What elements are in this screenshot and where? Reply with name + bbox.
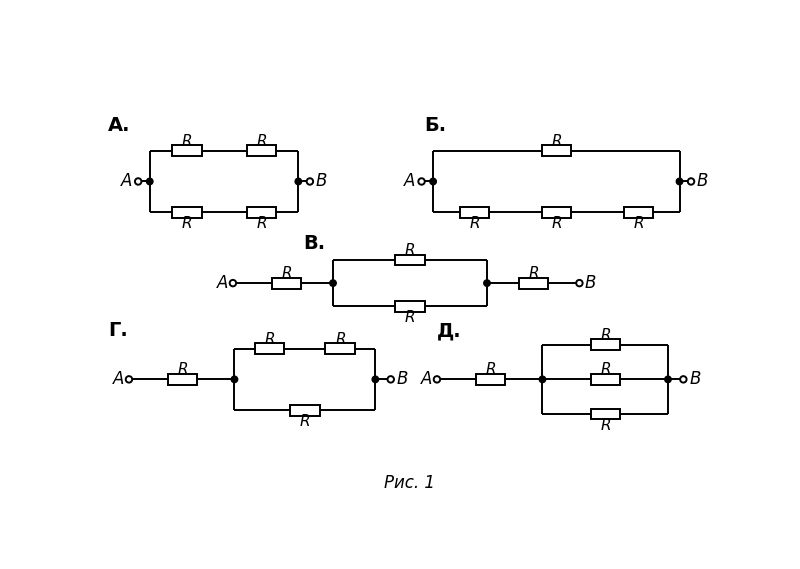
Bar (590, 409, 620, 419)
Text: A: A (121, 172, 132, 191)
Text: Рис. 1: Рис. 1 (385, 475, 435, 492)
Bar (168, 374, 198, 385)
Text: $R$: $R$ (282, 265, 292, 281)
Text: $R$: $R$ (486, 361, 497, 377)
Circle shape (126, 376, 132, 382)
Text: $R$: $R$ (633, 215, 644, 231)
Text: $R$: $R$ (256, 133, 266, 149)
Circle shape (387, 376, 394, 382)
Bar (172, 207, 202, 218)
Text: A: A (217, 274, 228, 292)
Text: $R$: $R$ (182, 215, 193, 231)
Circle shape (306, 178, 313, 185)
Bar (542, 207, 571, 218)
Circle shape (418, 178, 425, 185)
Text: В.: В. (304, 233, 326, 253)
Text: $R$: $R$ (334, 331, 346, 347)
Circle shape (434, 376, 440, 382)
Circle shape (539, 376, 546, 382)
Text: B: B (690, 370, 701, 389)
Bar (290, 405, 319, 415)
Text: $R$: $R$ (550, 215, 562, 231)
Circle shape (330, 280, 336, 286)
Circle shape (135, 178, 142, 185)
Circle shape (680, 376, 686, 382)
Bar (624, 207, 653, 218)
Circle shape (430, 178, 436, 185)
Circle shape (676, 178, 682, 185)
Text: $R$: $R$ (405, 242, 415, 258)
Text: $R$: $R$ (600, 327, 610, 343)
Text: $R$: $R$ (182, 133, 193, 149)
Text: Б.: Б. (424, 116, 446, 135)
Circle shape (576, 280, 582, 286)
Text: $R$: $R$ (528, 265, 538, 281)
Text: A: A (113, 370, 124, 389)
Circle shape (484, 280, 490, 286)
Bar (590, 339, 620, 350)
Circle shape (230, 280, 236, 286)
Text: А.: А. (108, 116, 130, 135)
Bar (542, 145, 571, 156)
Circle shape (295, 178, 302, 185)
Text: B: B (397, 370, 408, 389)
Bar (459, 207, 489, 218)
Text: $R$: $R$ (600, 417, 610, 433)
Bar (255, 343, 284, 354)
Text: Д.: Д. (437, 321, 462, 340)
Text: $R$: $R$ (299, 413, 310, 429)
Bar (395, 301, 425, 312)
Text: $R$: $R$ (178, 361, 189, 377)
Text: $R$: $R$ (256, 215, 266, 231)
Text: $R$: $R$ (405, 309, 415, 325)
Bar (326, 343, 354, 354)
Bar (476, 374, 506, 385)
Text: B: B (316, 172, 327, 191)
Text: B: B (585, 274, 596, 292)
Bar (518, 278, 548, 288)
Text: $R$: $R$ (600, 361, 610, 377)
Text: A: A (404, 172, 416, 191)
Text: B: B (697, 172, 708, 191)
Circle shape (231, 376, 238, 382)
Text: $R$: $R$ (469, 215, 480, 231)
Bar (246, 207, 276, 218)
Bar (246, 145, 276, 156)
Circle shape (665, 376, 671, 382)
Bar (590, 374, 620, 385)
Text: Г.: Г. (108, 321, 128, 340)
Circle shape (372, 376, 378, 382)
Circle shape (146, 178, 153, 185)
Text: $R$: $R$ (264, 331, 275, 347)
Bar (395, 254, 425, 265)
Bar (172, 145, 202, 156)
Circle shape (688, 178, 694, 185)
Text: $R$: $R$ (550, 133, 562, 149)
Bar (272, 278, 302, 288)
Text: A: A (421, 370, 432, 389)
